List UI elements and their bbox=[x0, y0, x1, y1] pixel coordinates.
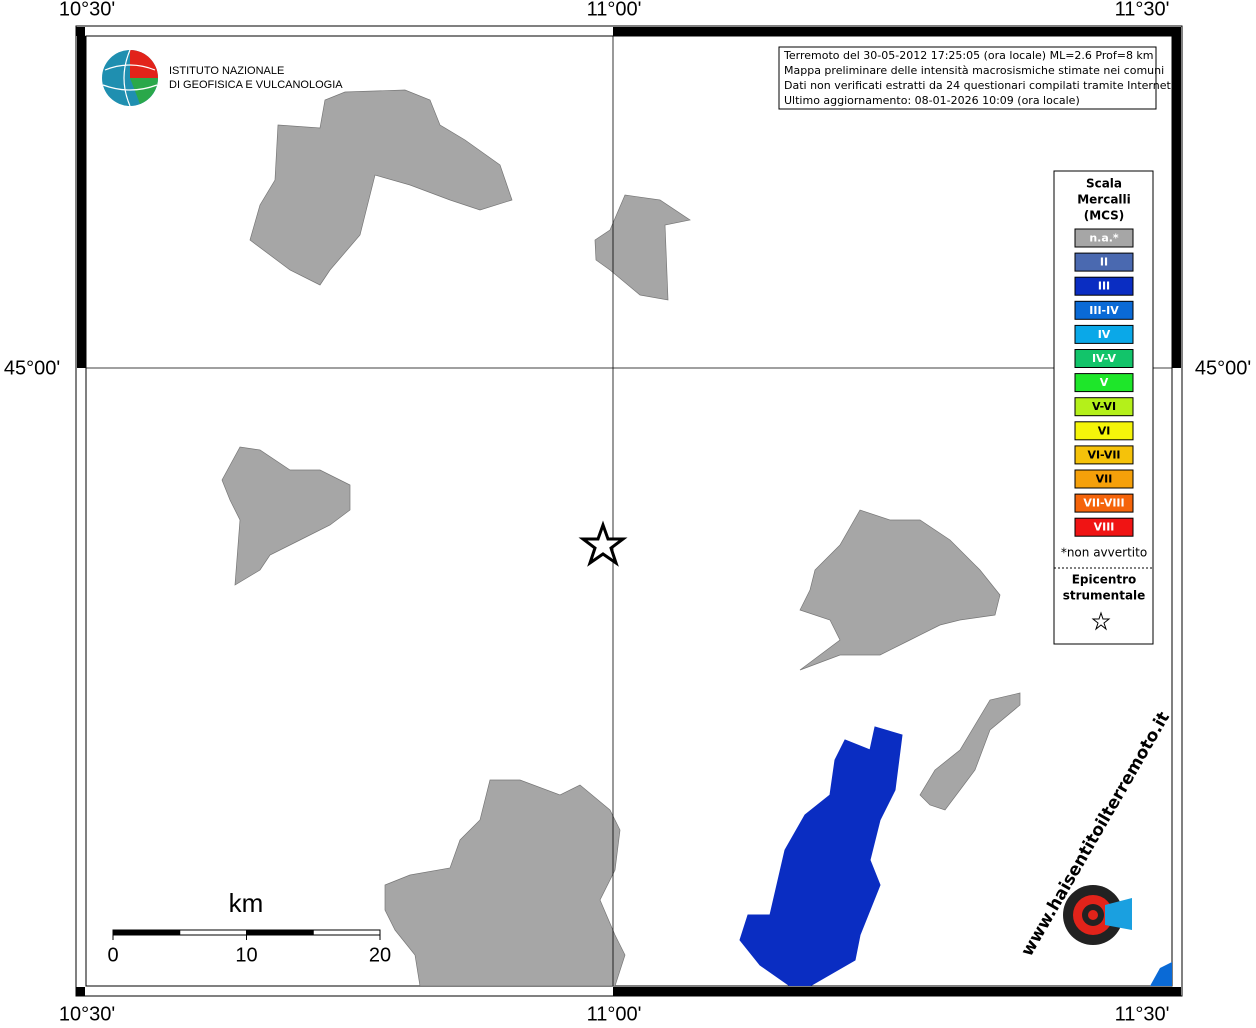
legend-epicenter: Epicentro bbox=[1072, 573, 1137, 587]
legend-swatch bbox=[1074, 493, 1134, 513]
scale-segment bbox=[112, 929, 181, 936]
lat-label: 45°00' bbox=[4, 357, 60, 379]
lon-label: 11°00' bbox=[587, 1003, 642, 1024]
logo-text: ISTITUTO NAZIONALE bbox=[169, 65, 284, 77]
lon-label: 11°00' bbox=[587, 0, 642, 20]
info-line: Mappa preliminare delle intensità macros… bbox=[784, 64, 1164, 77]
legend-swatch bbox=[1074, 252, 1134, 272]
legend-label: VI-VII bbox=[1087, 448, 1120, 461]
info-line: Ultimo aggiornamento: 08-01-2026 10:09 (… bbox=[784, 94, 1080, 107]
scale-label: 20 bbox=[369, 944, 391, 966]
legend-swatch bbox=[1074, 276, 1134, 296]
legend-star bbox=[1091, 611, 1111, 631]
legend-note: *non avvertito bbox=[1061, 546, 1147, 560]
scale-segment bbox=[179, 929, 247, 936]
info-line: Terremoto del 30-05-2012 17:25:05 (ora l… bbox=[783, 49, 1154, 62]
legend-swatch bbox=[1074, 228, 1134, 248]
legend-swatch bbox=[1074, 349, 1134, 368]
scale-label: 10 bbox=[235, 944, 257, 966]
legend-title: Mercalli bbox=[1077, 193, 1131, 207]
municipality-intensity bbox=[1150, 962, 1172, 986]
municipality bbox=[594, 194, 691, 301]
legend-title: (MCS) bbox=[1084, 209, 1125, 223]
info-box bbox=[778, 46, 1157, 110]
legend-swatch bbox=[1074, 445, 1134, 465]
legend-label: II bbox=[1100, 256, 1108, 269]
scale-segment bbox=[312, 929, 381, 936]
frame-bars bbox=[76, 27, 1181, 996]
legend-label: VII bbox=[1096, 473, 1113, 486]
legend-label: IV-V bbox=[1092, 352, 1117, 365]
scale-unit: km bbox=[229, 888, 264, 918]
legend-label: VI bbox=[1098, 424, 1111, 437]
municipality bbox=[799, 509, 1001, 671]
lon-label: 11°30' bbox=[1115, 1003, 1170, 1024]
lon-label: 10°30' bbox=[59, 1003, 115, 1024]
legend-swatch bbox=[1074, 324, 1134, 344]
logo: ISTITUTO NAZIONALE DI GEOFISICA E VULCAN… bbox=[102, 49, 343, 107]
lat-label: 45°00' bbox=[1195, 357, 1251, 379]
legend-label: III bbox=[1098, 280, 1110, 293]
legend-label: III-IV bbox=[1089, 304, 1119, 317]
municipality bbox=[221, 446, 351, 586]
municipality-intensity bbox=[739, 726, 903, 986]
legend-swatch bbox=[1074, 469, 1134, 489]
legend-swatch bbox=[1074, 421, 1134, 441]
legend-label: V-VI bbox=[1092, 400, 1116, 413]
lon-label: 10°30' bbox=[59, 0, 115, 20]
legend: ScalaMercalli(MCS)n.a.*IIIIIIII-IVIVIV-V… bbox=[1061, 177, 1147, 603]
legend-epicenter: strumentale bbox=[1063, 589, 1146, 603]
scale-bar: km 0 10 20 bbox=[107, 888, 391, 966]
scale-label: 0 bbox=[107, 944, 118, 966]
legend-label: IV bbox=[1098, 328, 1111, 341]
legend-swatch bbox=[1074, 373, 1134, 393]
legend-label: V bbox=[1100, 376, 1109, 389]
legend-swatch bbox=[1074, 397, 1134, 417]
municipality bbox=[249, 89, 513, 286]
map-frame bbox=[85, 35, 1173, 987]
legend-swatch bbox=[1074, 517, 1134, 537]
logo-text: DI GEOFISICA E VULCANOLOGIA bbox=[169, 79, 343, 91]
legend-label: n.a.* bbox=[1089, 232, 1119, 245]
legend-title: Scala bbox=[1086, 177, 1122, 191]
legend-label: VII-VIII bbox=[1083, 497, 1124, 510]
epicenter-star bbox=[578, 520, 628, 567]
municipality bbox=[919, 692, 1021, 811]
municipality bbox=[384, 779, 626, 986]
legend-swatch bbox=[1074, 300, 1134, 320]
info-line: Dati non verificati estratti da 24 quest… bbox=[784, 79, 1174, 92]
info-lines: Terremoto del 30-05-2012 17:25:05 (ora l… bbox=[783, 49, 1174, 107]
legend-label: VIII bbox=[1094, 521, 1115, 534]
scale-segment bbox=[246, 929, 314, 936]
map-content bbox=[86, 36, 1172, 986]
lon-label: 11°30' bbox=[1115, 0, 1170, 20]
